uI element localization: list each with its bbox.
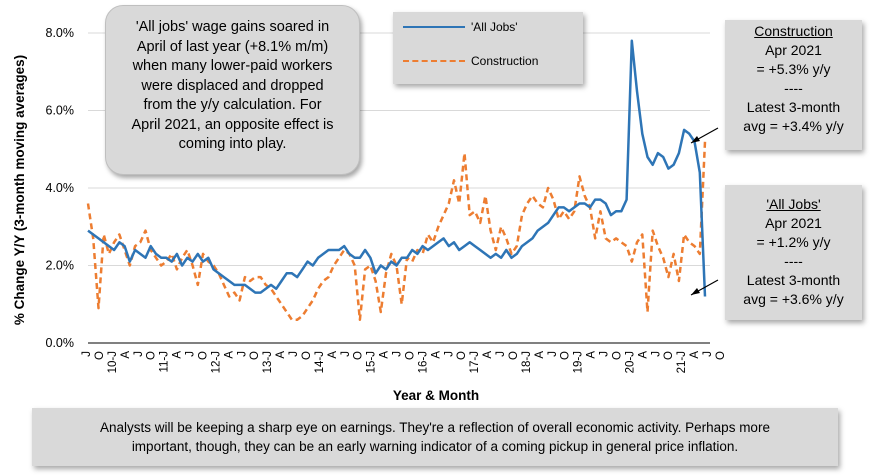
- wage-gains-note: 'All jobs' wage gains soared in April of…: [105, 5, 360, 175]
- alljobs-callout: 'All Jobs' Apr 2021 = +1.2% y/y ---- Lat…: [725, 185, 862, 320]
- x-tick-label: 20-J: [624, 351, 636, 373]
- x-tick-label: J: [133, 351, 145, 357]
- legend-label-construction: Construction: [471, 54, 539, 68]
- x-tick-label: J: [702, 351, 714, 357]
- x-tick-label: 18-J: [521, 351, 533, 373]
- x-tick-label: 16-J: [417, 351, 429, 373]
- x-tick-label: J: [288, 351, 300, 357]
- x-tick-label: J: [547, 351, 559, 357]
- legend-swatch-all-jobs: [403, 26, 465, 28]
- x-tick-label: J: [392, 351, 404, 357]
- construction-callout-line: avg = +3.4% y/y: [743, 118, 844, 134]
- series-line: [87, 39, 707, 297]
- y-tick-label: 2.0%: [46, 259, 75, 273]
- construction-callout: Construction Apr 2021 = +5.3% y/y ---- L…: [725, 20, 862, 150]
- construction-callout-title: Construction: [754, 23, 833, 39]
- x-tick-label: A: [534, 351, 546, 359]
- construction-callout-line: Latest 3-month: [746, 99, 841, 115]
- alljobs-callout-line: ----: [784, 253, 803, 269]
- legend-label-all-jobs: 'All Jobs': [471, 20, 518, 34]
- y-tick-label: 0.0%: [46, 336, 75, 350]
- x-axis-ticks: J O 10-J A J O 11-J A J O 12-J A J O 13-J A J O 14-J A J O 15-…: [81, 351, 727, 374]
- y-axis-label: % Change Y/Y (3-month moving averages): [12, 55, 27, 325]
- alljobs-callout-line: Latest 3-month: [746, 272, 841, 288]
- x-tick-label: 10-J: [107, 351, 119, 373]
- x-tick-label: 19-J: [573, 351, 585, 373]
- x-tick-label: J: [650, 351, 662, 357]
- x-tick-label: 17-J: [469, 351, 481, 373]
- alljobs-arrowhead: [691, 288, 700, 295]
- x-tick-label: A: [689, 351, 701, 359]
- x-tick-label: A: [275, 351, 287, 359]
- x-tick-label: 14-J: [314, 351, 326, 373]
- x-tick-label: O: [404, 351, 416, 360]
- note-line: were displaced and dropped: [141, 77, 324, 94]
- x-tick-label: J: [443, 351, 455, 357]
- y-tick-label: 6.0%: [46, 104, 75, 118]
- legend-item-construction: Construction: [403, 54, 538, 68]
- x-tick-label: O: [715, 351, 727, 360]
- construction-callout-line: = +5.3% y/y: [756, 61, 831, 77]
- note-line: when many lower-paid workers: [132, 58, 333, 74]
- note-line: 'All jobs' wage gains soared in: [135, 19, 330, 35]
- x-tick-label: 21-J: [676, 351, 688, 373]
- alljobs-callout-title: 'All Jobs': [766, 196, 821, 212]
- x-tick-label: J: [236, 351, 248, 357]
- x-tick-label: O: [353, 351, 365, 360]
- legend-item-all-jobs: 'All Jobs': [403, 20, 518, 34]
- x-tick-label: 13-J: [262, 351, 274, 373]
- x-tick-label: A: [172, 351, 184, 359]
- note-line: April of last year (+8.1% m/m): [136, 38, 329, 55]
- x-tick-label: O: [456, 351, 468, 360]
- construction-callout-line: ----: [784, 80, 803, 96]
- x-tick-label: O: [611, 351, 623, 360]
- footer-line: Analysts will be keeping a sharp eye on …: [100, 420, 770, 435]
- x-tick-label: O: [663, 351, 675, 360]
- y-tick-label: 4.0%: [46, 181, 75, 195]
- x-tick-label: J: [81, 351, 93, 357]
- x-tick-label: J: [185, 351, 197, 357]
- x-tick-label: A: [637, 351, 649, 359]
- x-tick-label: A: [430, 351, 442, 359]
- series-line: [86, 141, 707, 322]
- x-tick-label: J: [599, 351, 611, 357]
- note-line: April 2021, an opposite effect is: [131, 116, 334, 133]
- x-tick-label: A: [586, 351, 598, 359]
- x-tick-label: A: [327, 351, 339, 359]
- x-tick-label: O: [249, 351, 261, 360]
- note-line: from the y/y calculation. For: [143, 97, 322, 113]
- alljobs-callout-line: Apr 2021: [765, 215, 822, 231]
- x-axis-label: Year & Month: [393, 388, 479, 403]
- y-tick-label: 8.0%: [46, 26, 75, 40]
- legend-swatch-construction: [403, 60, 465, 62]
- x-tick-label: J: [495, 351, 507, 357]
- x-tick-label: 12-J: [210, 351, 222, 373]
- x-tick-label: O: [94, 351, 106, 360]
- x-tick-label: O: [146, 351, 158, 360]
- series-lines: [86, 39, 707, 322]
- note-line: coming into play.: [178, 136, 287, 152]
- y-axis-ticks: 0.0% 2.0% 4.0% 6.0% 8.0%: [46, 26, 75, 350]
- x-tick-label: A: [223, 351, 235, 359]
- x-tick-label: O: [508, 351, 520, 360]
- legend: 'All Jobs' Construction: [393, 12, 583, 84]
- footer-note: Analysts will be keeping a sharp eye on …: [32, 408, 838, 466]
- x-tick-label: J: [340, 351, 352, 357]
- construction-callout-line: Apr 2021: [765, 42, 822, 58]
- alljobs-callout-line: avg = +3.6% y/y: [743, 291, 844, 307]
- x-tick-label: A: [120, 351, 132, 359]
- alljobs-callout-line: = +1.2% y/y: [756, 234, 831, 250]
- x-tick-label: 15-J: [366, 351, 378, 373]
- x-tick-label: 11-J: [159, 351, 171, 373]
- x-tick-label: O: [197, 351, 209, 360]
- x-tick-label: A: [379, 351, 391, 359]
- x-tick-label: O: [560, 351, 572, 360]
- x-tick-label: A: [482, 351, 494, 359]
- x-tick-label: O: [301, 351, 313, 360]
- construction-arrowhead: [691, 136, 700, 143]
- footer-line: important, though, they can be an early …: [131, 439, 739, 454]
